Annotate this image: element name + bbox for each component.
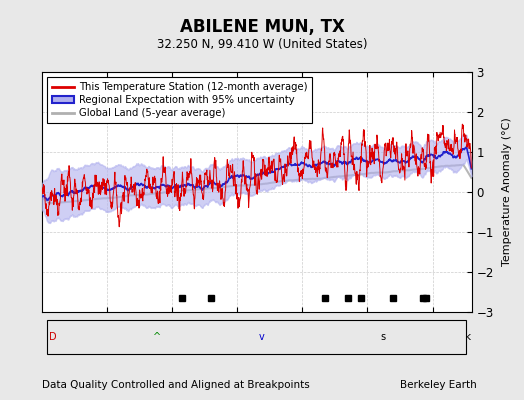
Text: ABILENE MUN, TX: ABILENE MUN, TX xyxy=(180,18,344,36)
Text: Empirical Break: Empirical Break xyxy=(389,332,471,342)
Text: s: s xyxy=(380,332,385,342)
Text: v: v xyxy=(259,332,265,342)
Text: ^: ^ xyxy=(153,332,161,342)
Text: Station Move: Station Move xyxy=(79,332,147,342)
Text: Time of Obs. Change: Time of Obs. Change xyxy=(288,332,397,342)
Text: 1960: 1960 xyxy=(287,326,317,339)
Text: 1900: 1900 xyxy=(92,326,122,339)
Legend: This Temperature Station (12-month average), Regional Expectation with 95% uncer: This Temperature Station (12-month avera… xyxy=(47,77,312,123)
Text: 2000: 2000 xyxy=(418,326,447,339)
Y-axis label: Temperature Anomaly (°C): Temperature Anomaly (°C) xyxy=(502,118,512,266)
Text: Berkeley Earth: Berkeley Earth xyxy=(400,380,477,390)
Text: Record Gap: Record Gap xyxy=(183,332,244,342)
Text: 32.250 N, 99.410 W (United States): 32.250 N, 99.410 W (United States) xyxy=(157,38,367,51)
Text: 1940: 1940 xyxy=(222,326,252,339)
Text: 1920: 1920 xyxy=(157,326,187,339)
Text: 1980: 1980 xyxy=(353,326,383,339)
Text: D: D xyxy=(49,332,56,342)
Text: Data Quality Controlled and Aligned at Breakpoints: Data Quality Controlled and Aligned at B… xyxy=(42,380,310,390)
